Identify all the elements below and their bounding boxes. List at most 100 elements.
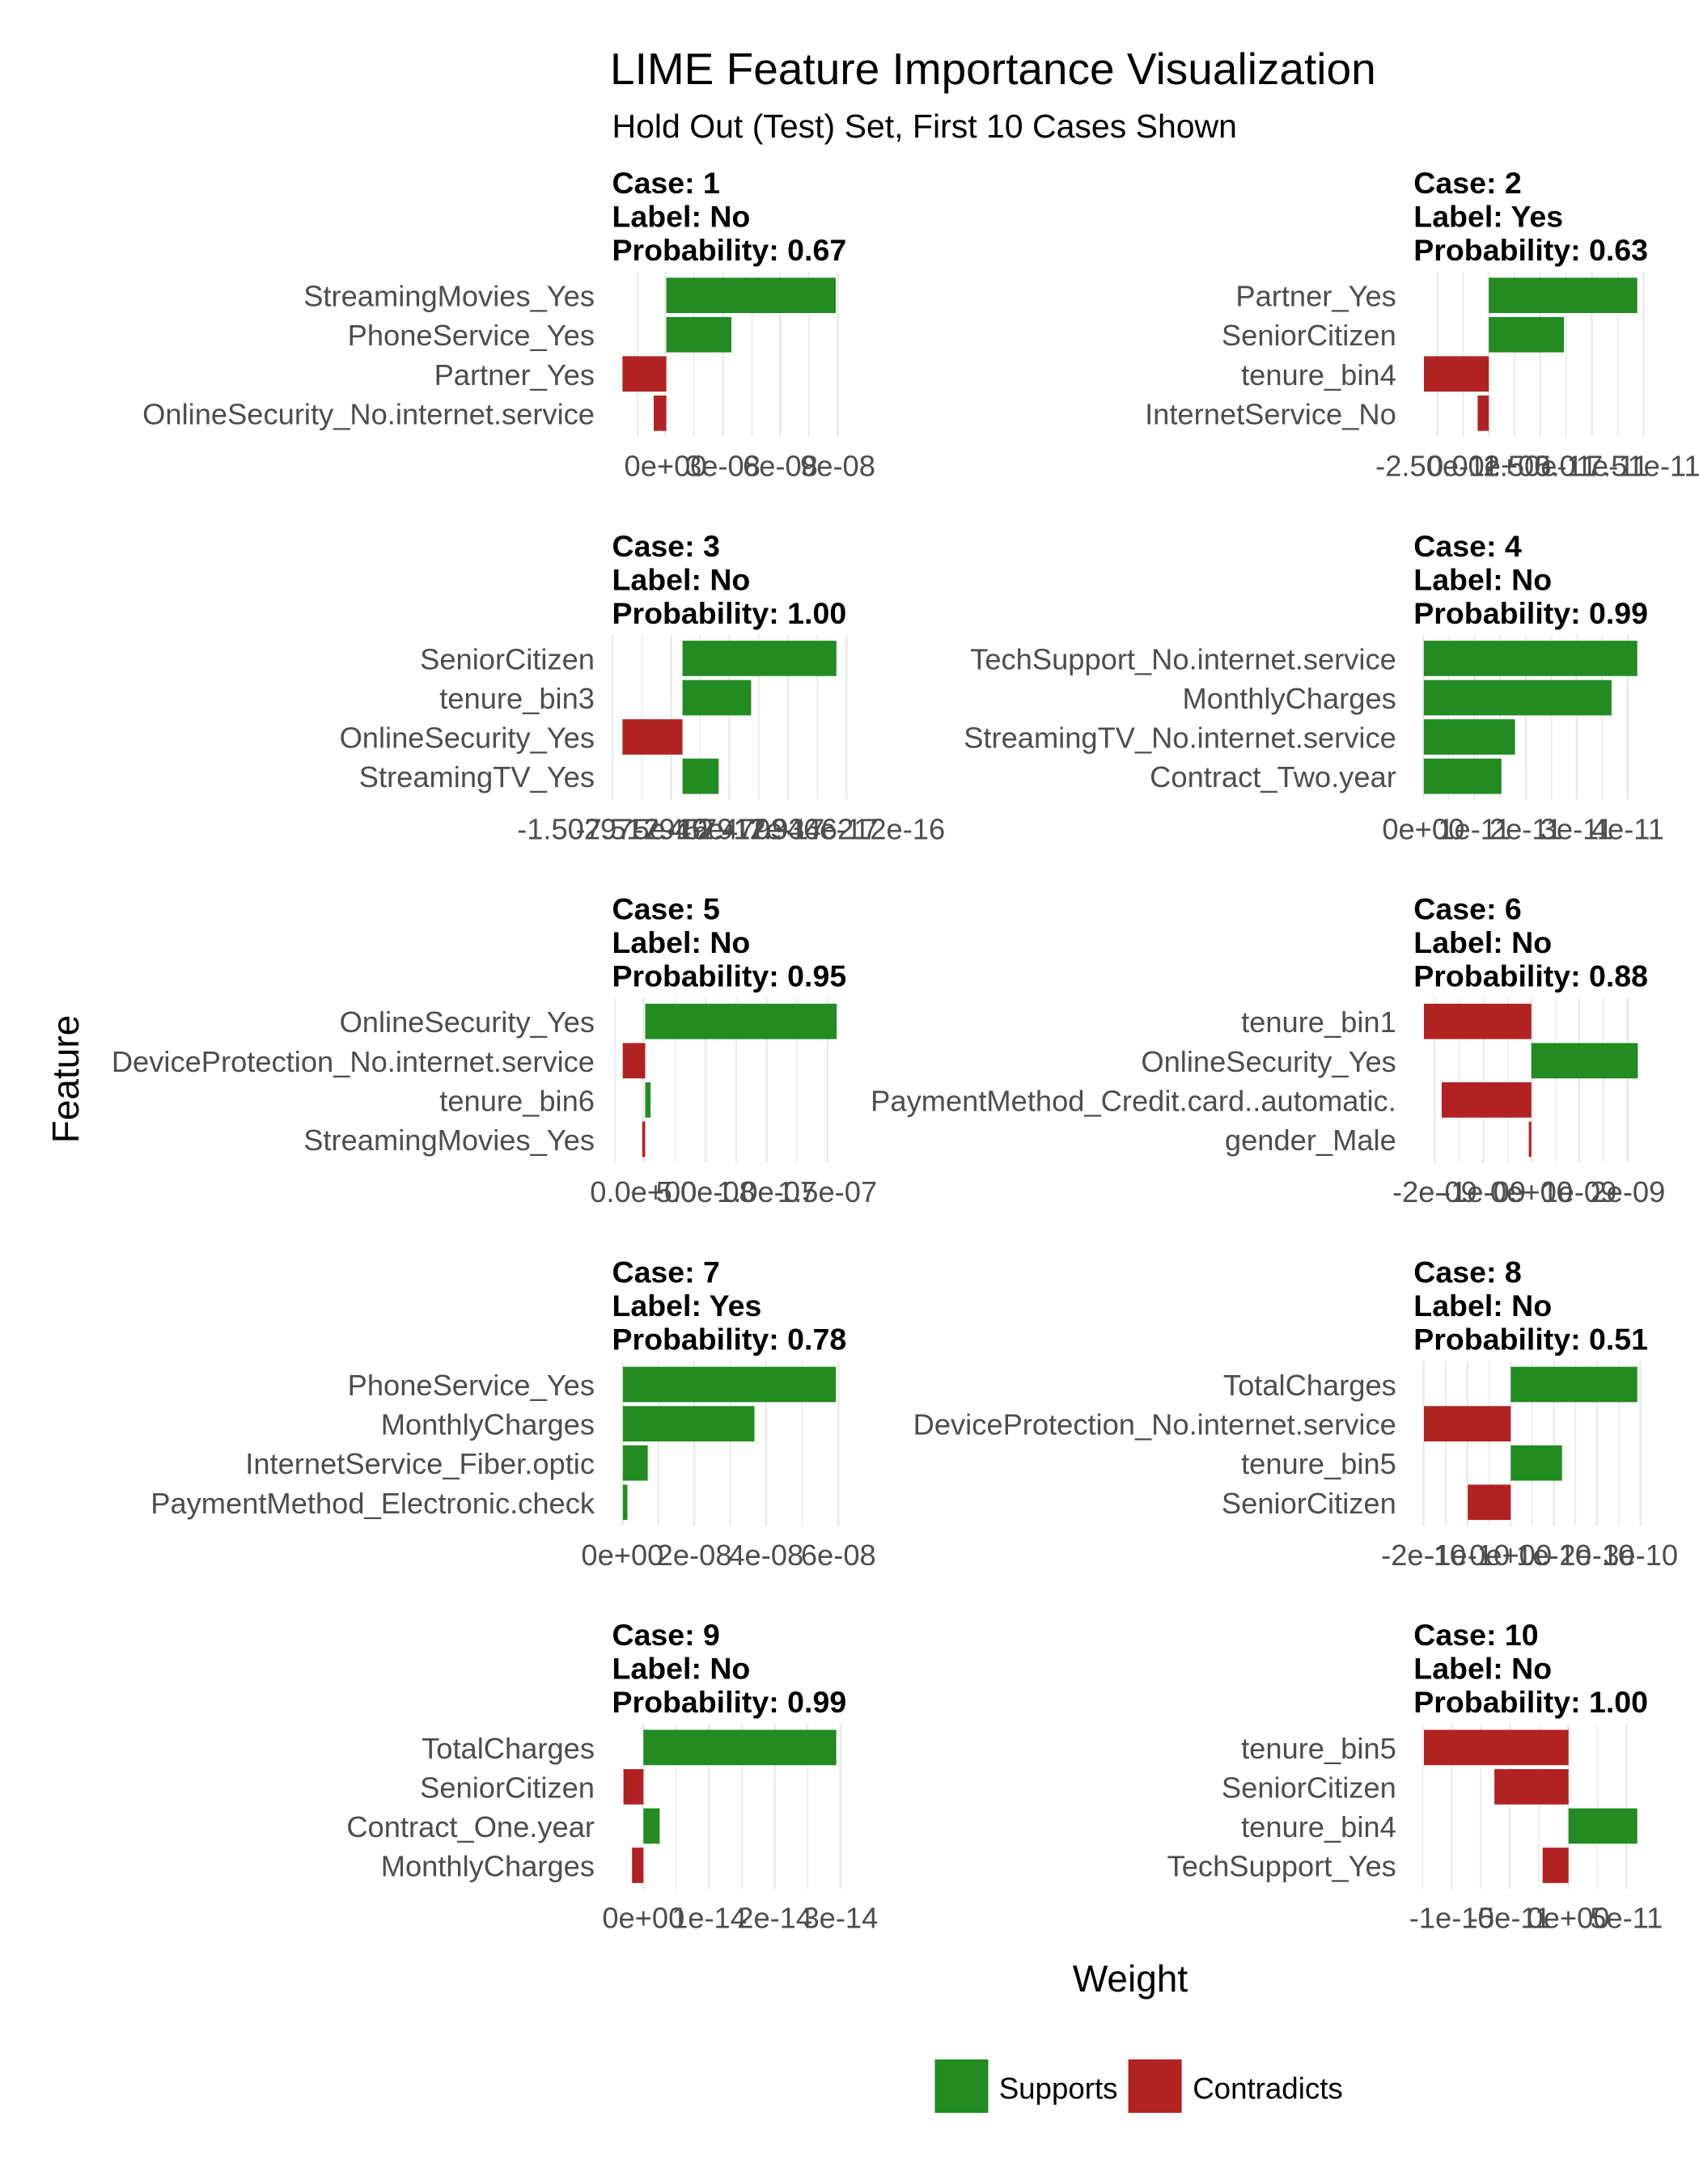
svg-text:4e-11: 4e-11 <box>1591 812 1664 845</box>
svg-text:tenure_bin5: tenure_bin5 <box>1241 1732 1396 1765</box>
svg-text:OnlineSecurity_Yes: OnlineSecurity_Yes <box>1141 1045 1396 1078</box>
svg-text:9e-08: 9e-08 <box>800 450 875 483</box>
svg-text:1e-14: 1e-14 <box>672 1902 747 1935</box>
svg-text:InternetService_Fiber.optic: InternetService_Fiber.optic <box>245 1447 595 1480</box>
svg-text:1e-10: 1e-10 <box>1516 1539 1591 1572</box>
svg-text:SeniorCitizen: SeniorCitizen <box>420 1771 595 1804</box>
svg-text:Case: 1: Case: 1 <box>612 166 720 200</box>
svg-text:Contradicts: Contradicts <box>1193 2072 1343 2106</box>
svg-text:-7.517949e-17: -7.517949e-17 <box>575 812 766 845</box>
svg-text:TechSupport_No.internet.servic: TechSupport_No.internet.service <box>970 642 1396 675</box>
svg-text:SeniorCitizen: SeniorCitizen <box>1222 1771 1396 1804</box>
svg-text:Case: 8: Case: 8 <box>1413 1255 1521 1289</box>
svg-text:Contract_One.year: Contract_One.year <box>346 1810 595 1843</box>
svg-text:tenure_bin3: tenure_bin3 <box>439 682 595 715</box>
svg-text:0e+00: 0e+00 <box>602 1902 684 1935</box>
svg-text:Case: 3: Case: 3 <box>612 529 720 563</box>
svg-text:-1e-10: -1e-10 <box>1409 1902 1494 1935</box>
svg-text:6e-08: 6e-08 <box>801 1539 876 1572</box>
svg-text:-2e-10: -2e-10 <box>1381 1539 1466 1572</box>
svg-text:TechSupport_Yes: TechSupport_Yes <box>1167 1850 1396 1883</box>
svg-text:StreamingMovies_Yes: StreamingMovies_Yes <box>303 280 595 313</box>
svg-text:Partner_Yes: Partner_Yes <box>434 358 595 392</box>
svg-text:-5e-11: -5e-11 <box>1468 1902 1551 1935</box>
svg-text:2.479346e-17: 2.479346e-17 <box>697 812 879 845</box>
svg-text:3e-08: 3e-08 <box>685 450 761 483</box>
svg-text:2e-10: 2e-10 <box>1559 1539 1634 1572</box>
svg-text:tenure_bin4: tenure_bin4 <box>1241 358 1396 392</box>
svg-text:Label: No: Label: No <box>1413 562 1552 596</box>
svg-text:0e+00: 0e+00 <box>581 1539 663 1572</box>
svg-text:5.0e-08: 5.0e-08 <box>656 1175 756 1208</box>
svg-text:4e-08: 4e-08 <box>728 1539 803 1572</box>
svg-text:Probability: 0.95: Probability: 0.95 <box>612 959 847 993</box>
svg-text:PhoneService_Yes: PhoneService_Yes <box>348 319 595 352</box>
svg-text:-1e-09: -1e-09 <box>1441 1175 1526 1208</box>
svg-text:Feature: Feature <box>44 1015 87 1144</box>
svg-text:Probability: 0.99: Probability: 0.99 <box>1413 596 1648 630</box>
svg-text:tenure_bin6: tenure_bin6 <box>439 1084 595 1117</box>
svg-text:3e-11: 3e-11 <box>1540 812 1613 845</box>
svg-text:Case: 5: Case: 5 <box>612 892 720 926</box>
svg-text:PaymentMethod_Credit.card..aut: PaymentMethod_Credit.card..automatic. <box>871 1084 1396 1117</box>
svg-text:Case: 2: Case: 2 <box>1413 166 1521 200</box>
svg-text:Weight: Weight <box>1073 1958 1188 2000</box>
svg-text:Probability: 0.51: Probability: 0.51 <box>1413 1322 1648 1356</box>
svg-text:Probability: 1.00: Probability: 1.00 <box>612 596 847 630</box>
svg-text:-2e-09: -2e-09 <box>1392 1175 1477 1208</box>
svg-text:LIME Feature Importance Visual: LIME Feature Importance Visualization <box>610 44 1376 94</box>
svg-text:-1e-10: -1e-10 <box>1425 1539 1510 1572</box>
svg-text:Contract_Two.year: Contract_Two.year <box>1150 760 1396 794</box>
svg-text:2e-14: 2e-14 <box>737 1902 812 1935</box>
svg-text:Case: 7: Case: 7 <box>612 1255 720 1289</box>
svg-text:Probability: 0.88: Probability: 0.88 <box>1413 959 1648 993</box>
svg-text:tenure_bin4: tenure_bin4 <box>1241 1810 1396 1843</box>
svg-text:OnlineSecurity_No.internet.ser: OnlineSecurity_No.internet.service <box>142 397 595 430</box>
svg-text:0e+00: 0e+00 <box>1469 1539 1552 1572</box>
svg-text:TotalCharges: TotalCharges <box>422 1732 595 1765</box>
svg-text:-2.457912e-17: -2.457912e-17 <box>633 812 824 845</box>
svg-text:Hold Out (Test) Set, First 10: Hold Out (Test) Set, First 10 Cases Show… <box>612 108 1237 145</box>
svg-text:tenure_bin5: tenure_bin5 <box>1241 1447 1396 1480</box>
svg-text:0e+00: 0e+00 <box>1490 1175 1573 1208</box>
svg-text:tenure_bin1: tenure_bin1 <box>1241 1005 1396 1039</box>
svg-text:1.0e-07: 1.0e-07 <box>717 1175 816 1208</box>
svg-text:Probability: 0.99: Probability: 0.99 <box>612 1685 847 1719</box>
svg-text:Case: 4: Case: 4 <box>1413 529 1522 563</box>
svg-text:Probability: 0.63: Probability: 0.63 <box>1413 233 1648 267</box>
svg-text:Label: No: Label: No <box>1413 925 1552 959</box>
svg-text:0.0e+00: 0.0e+00 <box>590 1175 697 1208</box>
svg-text:2e-09: 2e-09 <box>1590 1175 1665 1208</box>
svg-text:-2.50e-11: -2.50e-11 <box>1375 450 1499 483</box>
svg-text:TotalCharges: TotalCharges <box>1223 1369 1396 1402</box>
svg-text:0.00e+00: 0.00e+00 <box>1427 450 1550 483</box>
svg-text:SeniorCitizen: SeniorCitizen <box>420 642 595 675</box>
svg-text:MonthlyCharges: MonthlyCharges <box>1183 682 1396 715</box>
svg-text:StreamingMovies_Yes: StreamingMovies_Yes <box>303 1124 595 1157</box>
svg-text:Label: No: Label: No <box>1413 1652 1552 1686</box>
svg-text:StreamingTV_Yes: StreamingTV_Yes <box>359 760 595 794</box>
svg-text:gender_Male: gender_Male <box>1225 1124 1396 1157</box>
svg-text:5e-11: 5e-11 <box>1590 1902 1663 1935</box>
svg-text:Case: 10: Case: 10 <box>1413 1618 1538 1652</box>
svg-text:Label: No: Label: No <box>612 562 751 596</box>
svg-text:Label: No: Label: No <box>612 925 751 959</box>
svg-text:Case: 6: Case: 6 <box>1413 892 1521 926</box>
svg-text:Probability: 0.67: Probability: 0.67 <box>612 233 847 267</box>
svg-text:3e-10: 3e-10 <box>1603 1539 1678 1572</box>
svg-text:Probability: 1.00: Probability: 1.00 <box>1413 1685 1648 1719</box>
svg-text:1e-11: 1e-11 <box>1438 812 1510 845</box>
svg-text:Label: No: Label: No <box>1413 1289 1552 1323</box>
svg-text:7.51e-11: 7.51e-11 <box>1587 450 1699 483</box>
svg-text:OnlineSecurity_Yes: OnlineSecurity_Yes <box>340 1005 595 1039</box>
svg-text:2e-08: 2e-08 <box>657 1539 732 1572</box>
svg-text:1e-09: 1e-09 <box>1541 1175 1616 1208</box>
svg-text:StreamingTV_No.internet.servic: StreamingTV_No.internet.service <box>964 722 1396 755</box>
svg-text:Probability: 0.78: Probability: 0.78 <box>612 1322 847 1356</box>
svg-text:SeniorCitizen: SeniorCitizen <box>1222 319 1396 352</box>
svg-text:MonthlyCharges: MonthlyCharges <box>381 1408 595 1441</box>
svg-text:Partner_Yes: Partner_Yes <box>1235 280 1396 313</box>
svg-text:0e+00: 0e+00 <box>1527 1902 1610 1935</box>
svg-text:PhoneService_Yes: PhoneService_Yes <box>348 1369 595 1402</box>
svg-text:Label: Yes: Label: Yes <box>612 1289 762 1323</box>
